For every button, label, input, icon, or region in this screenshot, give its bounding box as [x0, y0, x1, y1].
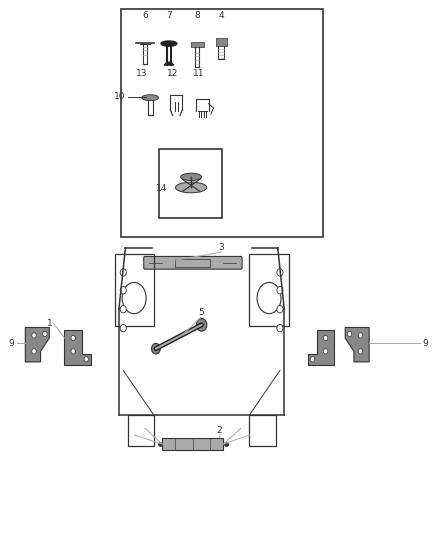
Circle shape: [84, 357, 88, 362]
Circle shape: [120, 269, 126, 276]
Text: 1: 1: [47, 319, 53, 328]
Circle shape: [71, 335, 75, 341]
Ellipse shape: [181, 173, 201, 181]
Circle shape: [323, 349, 328, 354]
Circle shape: [358, 333, 363, 338]
Ellipse shape: [161, 41, 177, 46]
Text: 11: 11: [193, 69, 205, 78]
Circle shape: [152, 343, 160, 354]
Circle shape: [347, 331, 352, 336]
Bar: [115, 254, 154, 326]
Text: 5: 5: [198, 308, 204, 317]
Text: 10: 10: [113, 92, 125, 101]
Circle shape: [32, 349, 36, 354]
Text: 8: 8: [194, 11, 200, 20]
Circle shape: [120, 325, 126, 332]
Circle shape: [277, 325, 283, 332]
Circle shape: [120, 287, 126, 294]
Polygon shape: [25, 327, 49, 362]
Polygon shape: [308, 330, 334, 365]
Circle shape: [277, 287, 283, 294]
Polygon shape: [164, 62, 174, 65]
Text: 9: 9: [8, 339, 14, 348]
Bar: [250, 415, 276, 446]
Circle shape: [323, 335, 328, 341]
Ellipse shape: [122, 282, 146, 313]
Text: 2: 2: [216, 426, 222, 435]
Circle shape: [71, 349, 75, 354]
Bar: [121, 10, 323, 237]
Bar: [127, 415, 154, 446]
Text: 9: 9: [423, 339, 429, 348]
Text: 12: 12: [167, 69, 178, 78]
Text: 3: 3: [218, 243, 224, 252]
Polygon shape: [64, 330, 91, 365]
Circle shape: [120, 305, 126, 313]
Ellipse shape: [257, 282, 281, 313]
Text: 7: 7: [166, 11, 172, 20]
Text: 6: 6: [142, 11, 148, 20]
Bar: [159, 149, 223, 217]
Circle shape: [311, 357, 315, 362]
Text: 4: 4: [219, 11, 224, 20]
FancyBboxPatch shape: [144, 256, 242, 269]
Ellipse shape: [142, 95, 159, 101]
Circle shape: [277, 305, 283, 313]
Circle shape: [358, 349, 363, 354]
Bar: [250, 254, 289, 326]
Bar: [176, 259, 210, 266]
Circle shape: [43, 331, 47, 336]
Text: 13: 13: [136, 69, 148, 78]
Bar: [215, 38, 226, 46]
Bar: [162, 438, 223, 450]
Circle shape: [32, 333, 36, 338]
Circle shape: [196, 318, 207, 331]
Text: 14: 14: [156, 184, 168, 193]
Polygon shape: [345, 327, 369, 362]
Bar: [191, 42, 204, 47]
Ellipse shape: [176, 182, 207, 193]
Circle shape: [277, 269, 283, 276]
